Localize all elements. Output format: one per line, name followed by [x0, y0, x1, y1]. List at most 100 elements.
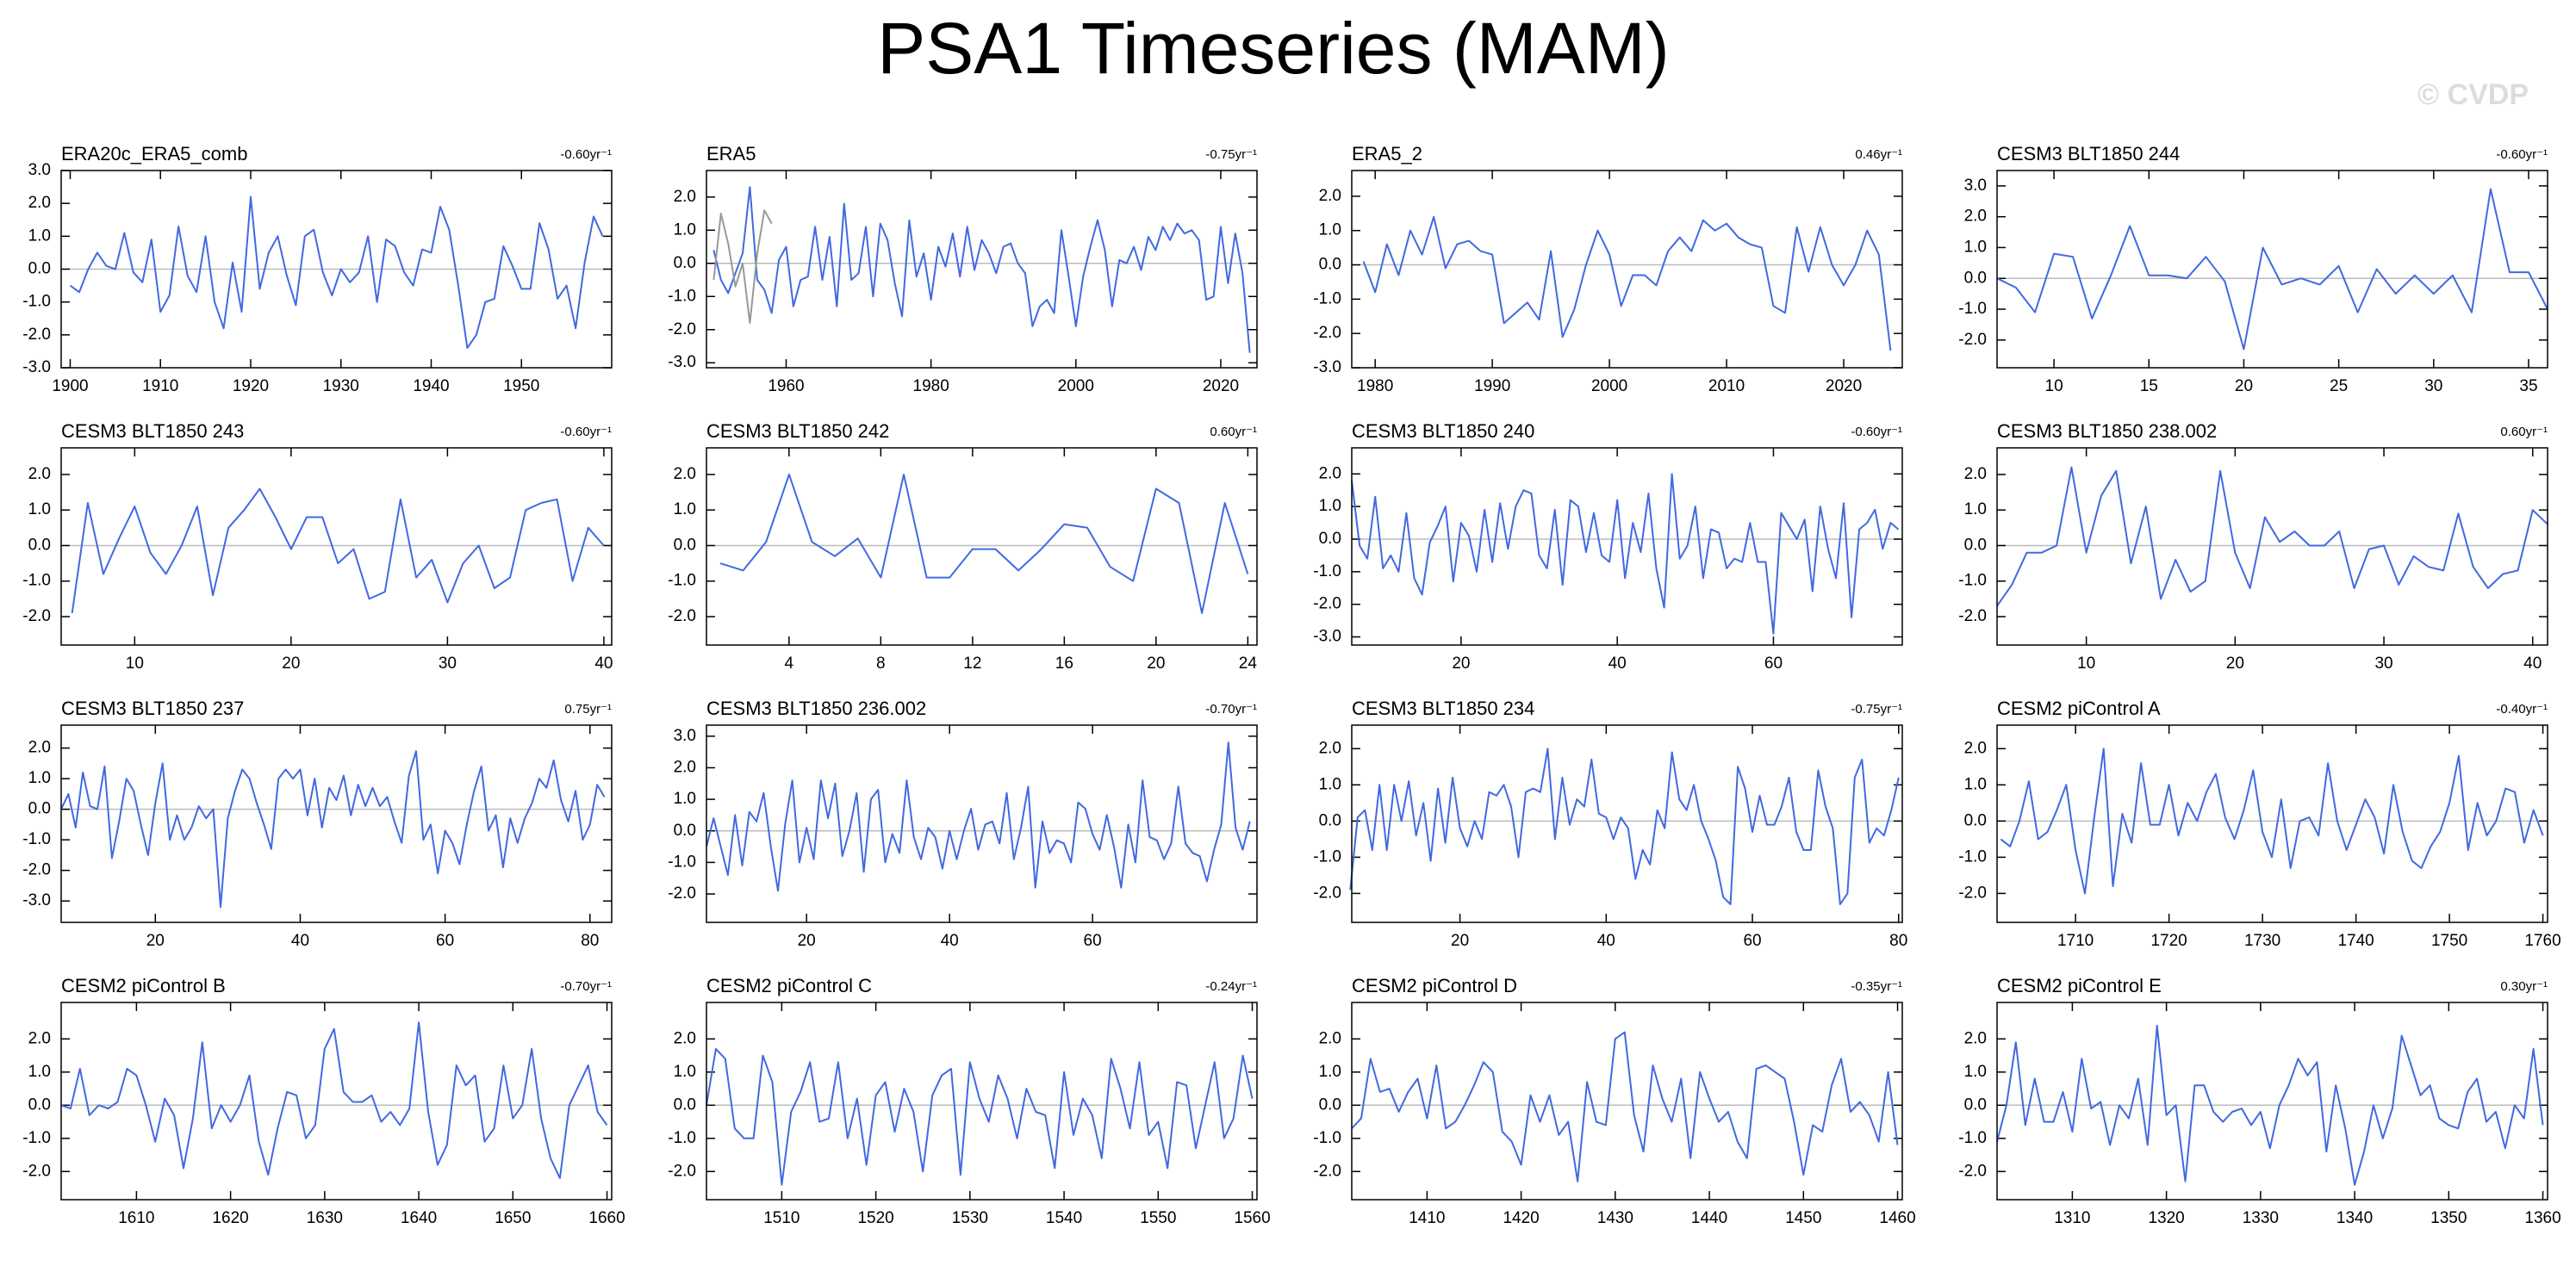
trend-label: -0.60yr⁻¹	[560, 425, 612, 439]
x-tick-label: 1620	[212, 1209, 248, 1227]
x-tick-label: 1920	[233, 377, 269, 395]
x-tick-label: 16	[1055, 655, 1073, 673]
trend-label: -0.60yr⁻¹	[1851, 425, 1902, 439]
series-line	[1996, 1024, 2544, 1186]
x-tick-label: 1980	[913, 377, 949, 395]
x-tick-label: 60	[1764, 655, 1783, 673]
plot-frame	[706, 447, 1258, 646]
plot-frame	[1996, 724, 2548, 923]
panel-title: CESM2 piControl A	[1997, 698, 2161, 719]
x-tick-label: 80	[581, 932, 599, 950]
panel-title: ERA5	[706, 143, 756, 164]
trend-label: 0.60yr⁻¹	[1210, 425, 1257, 439]
y-tick-label: -1.0	[668, 287, 696, 305]
x-tick-label: 30	[2424, 377, 2442, 395]
y-tick-label: 1.0	[28, 769, 51, 787]
trend-label: -0.75yr⁻¹	[1851, 702, 1902, 717]
x-tick-label: 12	[963, 655, 981, 673]
x-tick-label: 1510	[763, 1209, 800, 1227]
y-tick-label: 0.0	[28, 800, 51, 818]
y-tick-label: -1.0	[1313, 562, 1341, 580]
y-tick-label: -2.0	[1958, 1162, 1987, 1180]
x-tick-label: 60	[1743, 932, 1761, 950]
y-tick-label: 2.0	[28, 194, 51, 212]
x-tick-label: 1740	[2337, 932, 2374, 950]
x-tick-label: 1530	[952, 1209, 988, 1227]
y-tick-label: 0.0	[674, 536, 696, 554]
trend-label: 0.75yr⁻¹	[564, 702, 612, 717]
x-tick-label: 20	[282, 655, 300, 673]
x-tick-label: 10	[2045, 377, 2063, 395]
series-line	[1996, 466, 2548, 607]
y-tick-label: -2.0	[1313, 324, 1341, 342]
y-tick-label: 2.0	[28, 739, 51, 757]
y-tick-label: 1.0	[1319, 221, 1341, 239]
x-tick-label: 1560	[1234, 1209, 1270, 1227]
y-tick-label: -1.0	[22, 1129, 51, 1147]
series-line	[2000, 748, 2544, 895]
series-line	[1996, 188, 2548, 351]
y-tick-label: -1.0	[22, 293, 51, 311]
y-tick-label: -1.0	[22, 830, 51, 848]
x-tick-label: 1410	[1409, 1209, 1445, 1227]
y-tick-label: 0.0	[1964, 1095, 1987, 1114]
series-line	[71, 487, 605, 614]
x-tick-label: 1910	[142, 377, 178, 395]
y-tick-label: 2.0	[1964, 1029, 1987, 1047]
trend-label: -0.70yr⁻¹	[560, 979, 612, 994]
y-tick-label: 2.0	[28, 465, 51, 483]
x-tick-label: 10	[126, 655, 144, 673]
plot-frame	[1351, 724, 1903, 923]
y-tick-label: -2.0	[1958, 607, 1987, 625]
x-tick-label: 2010	[1708, 377, 1745, 395]
y-tick-label: 0.0	[28, 1095, 51, 1114]
y-tick-label: -2.0	[1313, 884, 1341, 902]
y-tick-label: 3.0	[1964, 177, 1987, 195]
x-tick-label: 1630	[307, 1209, 343, 1227]
x-tick-label: 35	[2519, 377, 2537, 395]
x-tick-label: 2020	[1203, 377, 1239, 395]
x-tick-label: 1990	[1474, 377, 1510, 395]
y-tick-label: 0.0	[1964, 269, 1987, 287]
panel-title: CESM2 piControl D	[1352, 975, 1517, 996]
x-tick-label: 1320	[2148, 1209, 2184, 1227]
x-tick-label: 1540	[1046, 1209, 1082, 1227]
watermark: © CVDP	[2417, 78, 2529, 111]
plot-frame	[60, 1002, 613, 1201]
plot-frame	[1351, 170, 1903, 369]
panel-title: CESM3 BLT1850 244	[1997, 143, 2180, 164]
y-tick-label: -2.0	[668, 1162, 696, 1180]
y-tick-label: 1.0	[1964, 1063, 1987, 1081]
y-tick-label: -1.0	[668, 1129, 696, 1147]
trend-label: -0.35yr⁻¹	[1851, 979, 1902, 994]
x-tick-label: 1980	[1357, 377, 1393, 395]
y-tick-label: -2.0	[1313, 595, 1341, 613]
y-tick-label: 1.0	[1964, 775, 1987, 793]
x-tick-label: 20	[1451, 932, 1469, 950]
y-tick-label: -1.0	[22, 572, 51, 590]
y-tick-label: -2.0	[668, 607, 696, 625]
x-tick-label: 60	[1084, 932, 1102, 950]
y-tick-label: -2.0	[22, 326, 51, 344]
y-tick-label: 1.0	[674, 500, 696, 518]
x-tick-label: 1940	[413, 377, 449, 395]
x-tick-label: 20	[1147, 655, 1165, 673]
x-tick-label: 1760	[2524, 932, 2560, 950]
y-tick-label: 0.0	[674, 822, 696, 840]
x-tick-label: 20	[146, 932, 165, 950]
y-tick-label: 0.0	[1319, 1095, 1341, 1114]
x-tick-label: 2000	[1058, 377, 1094, 395]
y-tick-label: -3.0	[1313, 628, 1341, 646]
y-tick-label: 0.0	[1964, 536, 1987, 554]
y-tick-label: -3.0	[22, 358, 51, 376]
panel-title: CESM2 piControl C	[706, 975, 872, 996]
panel-title: ERA20c_ERA5_comb	[61, 143, 247, 164]
y-tick-label: -2.0	[22, 607, 51, 625]
y-tick-label: 2.0	[1964, 465, 1987, 483]
x-tick-label: 20	[798, 932, 816, 950]
y-tick-label: 0.0	[674, 254, 696, 272]
y-tick-label: 2.0	[1964, 739, 1987, 757]
x-tick-label: 1710	[2057, 932, 2094, 950]
trend-label: 0.30yr⁻¹	[2500, 979, 2548, 994]
y-tick-label: 1.0	[28, 500, 51, 518]
